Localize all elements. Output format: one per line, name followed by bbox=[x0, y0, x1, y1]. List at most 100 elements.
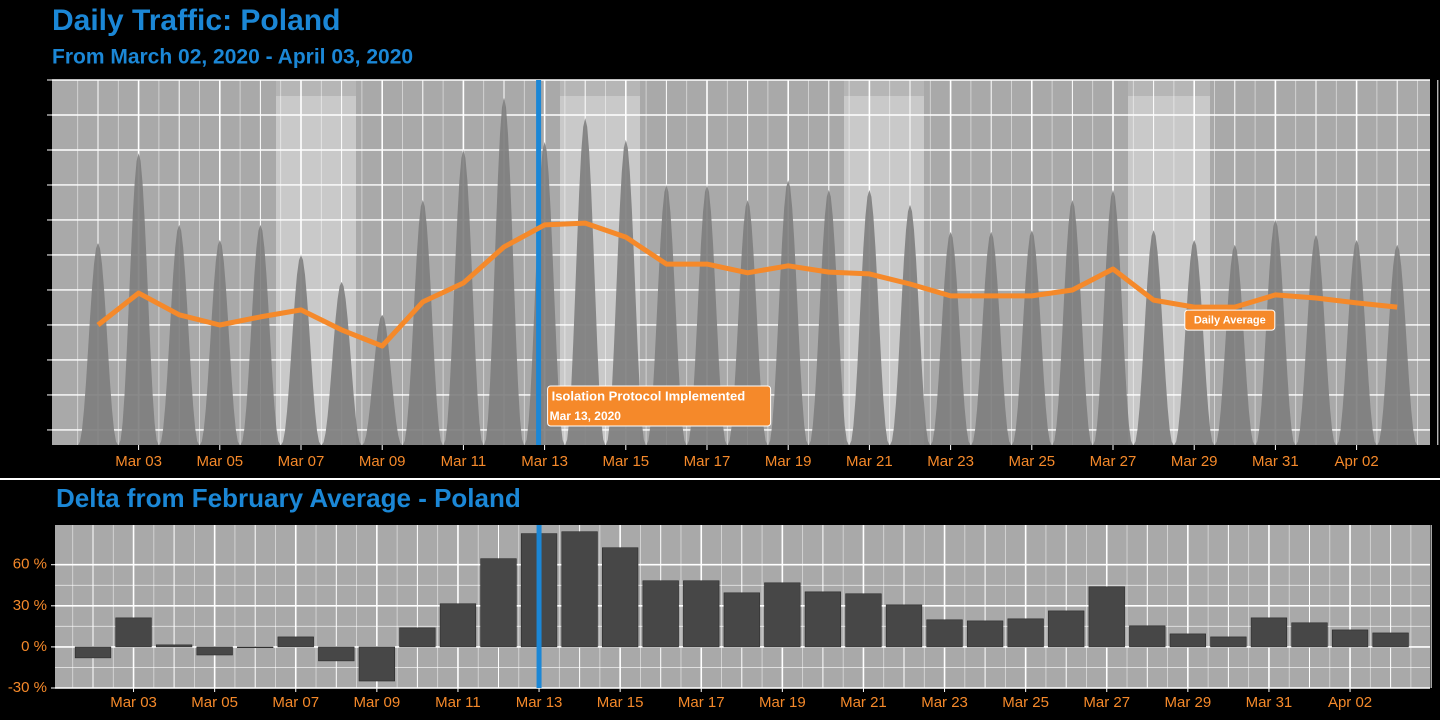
x-tick-label: Mar 03 bbox=[115, 453, 162, 470]
bar bbox=[399, 627, 436, 648]
bar bbox=[1088, 586, 1125, 648]
traffic-area bbox=[321, 281, 362, 445]
x-tick-label: Mar 07 bbox=[272, 694, 319, 711]
annotation-label: Isolation Protocol Implemented bbox=[552, 388, 746, 403]
traffic-area bbox=[118, 153, 159, 445]
traffic-area bbox=[1133, 230, 1174, 445]
x-tick-label: Mar 07 bbox=[278, 453, 325, 470]
bar bbox=[74, 646, 112, 659]
bar bbox=[966, 620, 1004, 648]
x-tick-label: Mar 31 bbox=[1246, 694, 1293, 711]
x-tick-label: Mar 21 bbox=[846, 453, 893, 470]
x-tick-label: Mar 27 bbox=[1090, 453, 1137, 470]
bar bbox=[845, 593, 882, 648]
traffic-area bbox=[808, 189, 849, 445]
bar bbox=[237, 646, 274, 649]
bar bbox=[1250, 617, 1288, 648]
traffic-area bbox=[768, 180, 809, 445]
y-tick-label: -30 % bbox=[8, 679, 47, 696]
traffic-area bbox=[1093, 189, 1133, 445]
x-tick-label: Mar 05 bbox=[196, 453, 243, 470]
x-tick-label: Mar 21 bbox=[840, 694, 887, 711]
traffic-area bbox=[1377, 244, 1418, 445]
weekend-band bbox=[560, 80, 640, 96]
bar bbox=[1331, 629, 1369, 648]
average-line bbox=[96, 220, 1398, 349]
bar bbox=[318, 646, 355, 662]
traffic-area bbox=[687, 185, 727, 445]
traffic-area bbox=[1296, 235, 1336, 445]
x-tick-label: Mar 29 bbox=[1171, 453, 1218, 470]
bar bbox=[1007, 618, 1044, 648]
x-tick-label: Mar 29 bbox=[1165, 694, 1212, 711]
bar bbox=[723, 592, 760, 648]
annotation-date: Mar 13, 2020 bbox=[550, 409, 622, 423]
x-tick-label: Mar 13 bbox=[516, 694, 563, 711]
traffic-area bbox=[565, 118, 606, 445]
legend-label: Daily Average bbox=[1194, 315, 1266, 327]
traffic-area bbox=[362, 314, 403, 445]
traffic-area bbox=[199, 239, 240, 445]
x-tick-label: Apr 02 bbox=[1328, 694, 1372, 711]
chart-title: Delta from February Average - Poland bbox=[56, 483, 521, 513]
bar bbox=[277, 636, 314, 648]
bar bbox=[1048, 610, 1085, 648]
weekend-band bbox=[1128, 80, 1210, 96]
bar bbox=[196, 646, 233, 656]
traffic-area bbox=[1214, 244, 1255, 445]
traffic-area bbox=[1255, 220, 1296, 445]
x-tick-label: Mar 19 bbox=[765, 453, 812, 470]
bar bbox=[561, 531, 598, 648]
traffic-area bbox=[971, 231, 1012, 445]
bar bbox=[480, 558, 517, 648]
x-tick-label: Mar 25 bbox=[1002, 694, 1049, 711]
bar bbox=[602, 547, 639, 648]
bar bbox=[885, 604, 923, 648]
bar bbox=[1129, 625, 1166, 648]
x-tick-label: Mar 23 bbox=[921, 694, 968, 711]
traffic-area bbox=[78, 243, 118, 445]
traffic-area bbox=[524, 141, 565, 445]
x-tick-label: Mar 17 bbox=[684, 453, 731, 470]
legend-box bbox=[1184, 309, 1276, 331]
bar bbox=[926, 619, 963, 648]
traffic-area bbox=[402, 200, 443, 445]
traffic-area bbox=[159, 224, 200, 445]
bar bbox=[1291, 622, 1328, 648]
traffic-area bbox=[605, 139, 646, 446]
bar bbox=[1210, 636, 1247, 648]
traffic-area bbox=[443, 150, 484, 445]
x-tick-label: Mar 09 bbox=[354, 694, 401, 711]
y-tick-label: 30 % bbox=[13, 597, 47, 614]
traffic-area bbox=[890, 204, 930, 445]
x-tick-label: Mar 15 bbox=[597, 694, 644, 711]
traffic-area bbox=[849, 189, 890, 445]
y-tick-label: 60 % bbox=[13, 556, 47, 573]
x-tick-label: Mar 03 bbox=[110, 694, 157, 711]
x-tick-label: Mar 09 bbox=[359, 453, 406, 470]
traffic-area bbox=[1174, 239, 1215, 445]
traffic-area bbox=[281, 255, 321, 445]
traffic-area bbox=[484, 97, 524, 446]
x-tick-label: Apr 02 bbox=[1334, 453, 1378, 470]
annotation-box bbox=[547, 385, 772, 427]
bar bbox=[1169, 633, 1206, 648]
x-tick-label: Mar 13 bbox=[521, 453, 568, 470]
x-tick-label: Mar 19 bbox=[759, 694, 806, 711]
bar bbox=[439, 603, 477, 648]
traffic-area bbox=[646, 185, 687, 445]
chart-subtitle: From March 02, 2020 - April 03, 2020 bbox=[52, 46, 413, 69]
bar bbox=[764, 582, 801, 648]
bar bbox=[1372, 632, 1409, 648]
chart-title: Daily Traffic: Poland bbox=[52, 4, 340, 37]
x-tick-label: Mar 15 bbox=[602, 453, 649, 470]
x-tick-label: Mar 27 bbox=[1083, 694, 1130, 711]
x-tick-label: Mar 25 bbox=[1008, 453, 1055, 470]
x-tick-label: Mar 31 bbox=[1252, 453, 1299, 470]
traffic-area bbox=[727, 200, 768, 445]
x-tick-label: Mar 11 bbox=[435, 694, 481, 711]
x-tick-label: Mar 17 bbox=[678, 694, 725, 711]
bar bbox=[642, 580, 679, 648]
weekend-band bbox=[276, 80, 356, 96]
